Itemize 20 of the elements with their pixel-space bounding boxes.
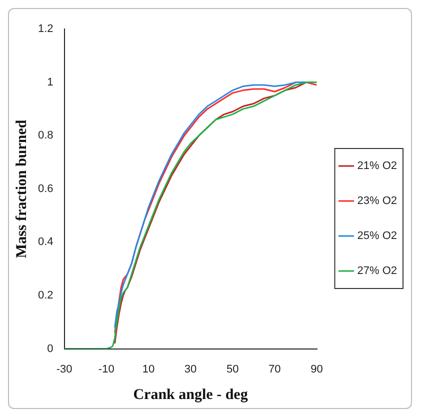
x-tick-label: -10 <box>98 363 114 376</box>
legend-label: 27% O2 <box>357 265 398 278</box>
y-tick-label: 1.2 <box>38 23 54 36</box>
y-axis-title: Mass fraction burned <box>14 119 30 258</box>
y-tick-label: 0.6 <box>38 182 54 195</box>
x-axis-title: Crank angle - deg <box>133 386 248 403</box>
y-tick-label: 0.2 <box>38 290 54 302</box>
y-tick-label: 1 <box>47 76 54 88</box>
y-tick-label: 0.8 <box>38 130 54 142</box>
x-tick-label: 30 <box>184 363 197 376</box>
y-tick-label: 0 <box>47 342 54 355</box>
legend-label: 25% O2 <box>357 230 398 242</box>
x-tick-label: 50 <box>226 363 239 376</box>
y-tick-label: 0.4 <box>38 236 54 248</box>
x-tick-label: 70 <box>268 363 281 376</box>
legend-label: 23% O2 <box>357 195 398 208</box>
x-tick-label: -30 <box>56 363 72 376</box>
x-tick-label: 90 <box>310 363 323 376</box>
legend-label: 21% O2 <box>357 160 398 172</box>
x-tick-label: 10 <box>142 363 155 376</box>
